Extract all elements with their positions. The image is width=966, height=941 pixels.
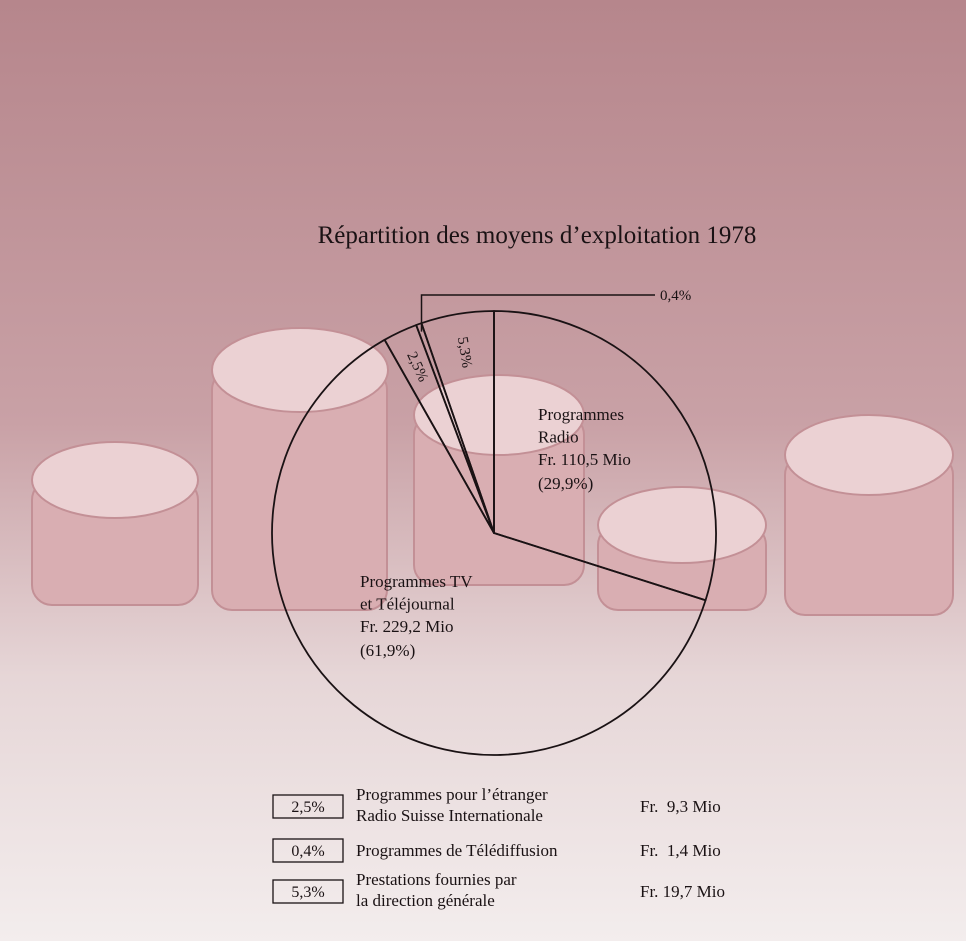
legend-box [272,879,344,904]
legend-label: la direction générale [356,891,495,910]
pie-slice [493,310,717,602]
slice-value-label: 0,4% [660,288,691,304]
slice-label: Programmes TV [360,572,473,591]
legend-label: Radio Suisse Internationale [356,806,543,825]
legend-box [272,794,344,819]
slice-amount: Fr. 110,5 Mio [538,450,631,469]
legend-amount: Fr. 9,3 Mio [640,797,721,816]
legend-box [272,838,344,863]
legend-label: Prestations fournies par [356,870,517,889]
legend-amount: Fr. 1,4 Mio [640,841,721,860]
slice-label: et Téléjournal [360,595,455,614]
slice-value-label: 5,3% [454,336,475,369]
legend-label: Programmes de Télédiffusion [356,841,558,860]
slice-amount: Fr. 229,2 Mio [360,617,454,636]
coin-stacks [31,327,954,616]
legend-label: Programmes pour l’étranger [356,785,548,804]
slice-value-label: (61,9%) [360,641,415,660]
slice-label: Radio [538,428,579,447]
slice-value-label: (29,9%) [538,474,593,493]
leader-line [420,294,655,332]
slice-label: Programmes [538,405,624,424]
chart-title: Répartition des moyens d’exploitation 19… [318,222,757,249]
legend-amount: Fr. 19,7 Mio [640,882,725,901]
pie-slice [271,338,707,756]
legend-value-label: 0,4% [291,843,324,860]
legend-value-label: 2,5% [291,799,324,816]
legend-value-label: 5,3% [291,884,324,901]
